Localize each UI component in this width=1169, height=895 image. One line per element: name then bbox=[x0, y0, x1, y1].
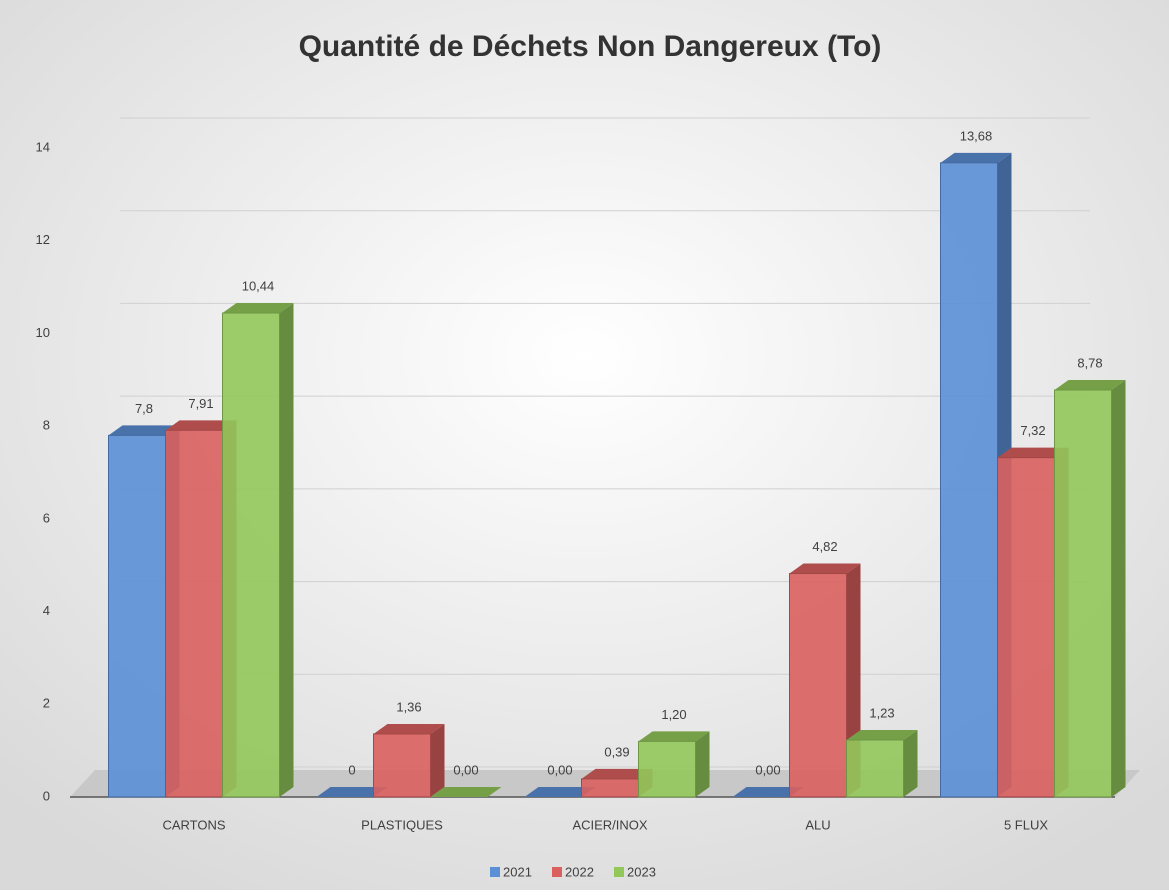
data-label: 13,68 bbox=[960, 128, 993, 143]
data-label: 0,00 bbox=[453, 762, 478, 777]
data-label: 0,00 bbox=[547, 762, 572, 777]
chart-title: Quantité de Déchets Non Dangereux (To) bbox=[299, 30, 882, 63]
y-tick-label: 12 bbox=[36, 232, 50, 247]
legend-label: 2021 bbox=[503, 864, 532, 879]
bar-side bbox=[903, 729, 918, 797]
bar bbox=[1054, 389, 1112, 798]
data-label: 1,36 bbox=[396, 699, 421, 714]
bar-top bbox=[1054, 379, 1126, 390]
data-label: 0,00 bbox=[755, 762, 780, 777]
bar-top bbox=[373, 723, 445, 734]
x-tick-label: PLASTIQUES bbox=[361, 817, 443, 832]
legend-label: 2023 bbox=[627, 864, 656, 879]
y-tick-label: 0 bbox=[43, 788, 50, 803]
y-tick-label: 4 bbox=[43, 603, 50, 618]
y-tick-label: 8 bbox=[43, 418, 50, 433]
bar-top bbox=[940, 152, 1012, 163]
bar-top bbox=[165, 420, 237, 431]
data-label: 1,20 bbox=[661, 707, 686, 722]
data-label: 7,91 bbox=[188, 396, 213, 411]
bar-side bbox=[279, 303, 294, 797]
bar bbox=[638, 740, 696, 798]
bar bbox=[789, 573, 847, 798]
bar-side bbox=[1111, 379, 1126, 797]
bar bbox=[581, 778, 639, 798]
bar-top bbox=[430, 787, 502, 797]
bar-top bbox=[222, 303, 294, 314]
bar-top bbox=[997, 447, 1069, 458]
data-label: 8,78 bbox=[1077, 355, 1102, 370]
y-tick-label: 10 bbox=[36, 325, 50, 340]
x-tick-label: 5 FLUX bbox=[1004, 817, 1048, 832]
data-label: 7,32 bbox=[1020, 423, 1045, 438]
bar-side bbox=[695, 731, 710, 797]
bar bbox=[373, 733, 431, 798]
bar bbox=[222, 312, 280, 798]
legend-label: 2022 bbox=[565, 864, 594, 879]
legend-swatch bbox=[490, 867, 500, 877]
bar bbox=[997, 457, 1055, 798]
bar-top bbox=[581, 768, 653, 779]
bar-top bbox=[732, 787, 804, 797]
bar-top bbox=[789, 563, 861, 574]
x-tick-label: ACIER/INOX bbox=[572, 817, 647, 832]
legend-swatch bbox=[614, 867, 624, 877]
bar-top bbox=[846, 729, 918, 740]
bar bbox=[165, 429, 223, 798]
data-label: 0 bbox=[348, 762, 355, 777]
bar-side bbox=[430, 723, 445, 797]
y-tick-label: 14 bbox=[36, 139, 50, 154]
x-tick-label: CARTONS bbox=[162, 817, 225, 832]
bar-top bbox=[108, 425, 180, 436]
data-label: 7,8 bbox=[135, 401, 153, 416]
y-tick-label: 2 bbox=[43, 696, 50, 711]
bar bbox=[108, 434, 166, 798]
data-label: 10,44 bbox=[242, 278, 275, 293]
data-label: 1,23 bbox=[869, 705, 894, 720]
x-tick-label: ALU bbox=[805, 817, 830, 832]
bar bbox=[940, 162, 998, 798]
bar-top bbox=[638, 731, 710, 742]
bar-top bbox=[316, 787, 388, 797]
legend-swatch bbox=[552, 867, 562, 877]
data-label: 0,39 bbox=[604, 744, 629, 759]
bar-top bbox=[524, 787, 596, 797]
data-label: 4,82 bbox=[812, 539, 837, 554]
bar bbox=[846, 739, 904, 798]
y-tick-label: 6 bbox=[43, 510, 50, 525]
